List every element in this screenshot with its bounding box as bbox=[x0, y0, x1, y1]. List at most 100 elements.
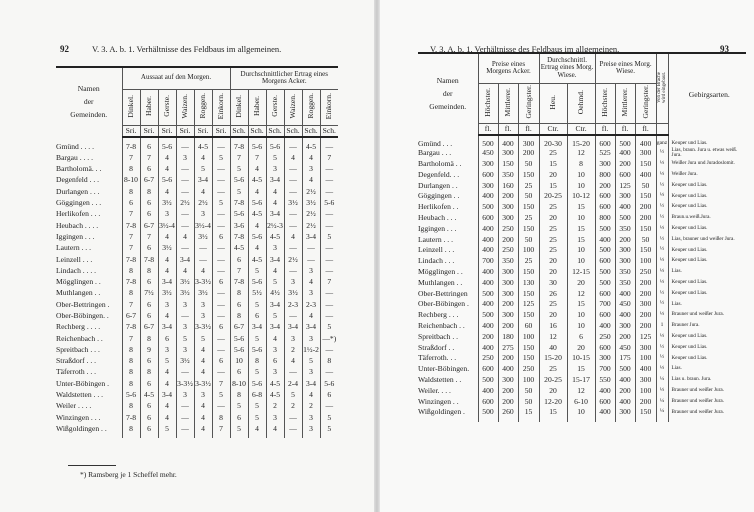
name-header-line: Gemeinden. bbox=[429, 101, 467, 111]
unit-label: Sch. bbox=[265, 125, 285, 138]
table-cell: 3 bbox=[157, 344, 176, 356]
column-header: Haber. bbox=[139, 89, 158, 126]
table-cell: 350 bbox=[614, 266, 636, 278]
table-cell: 20 bbox=[538, 255, 568, 267]
table-cell: 3 bbox=[301, 366, 321, 378]
table-row: Lautern . . . 7 6 3½ — — —4-5 4 3— — — bbox=[56, 242, 339, 254]
table-cell: 4 bbox=[301, 174, 321, 186]
table-row: Täferroth . . . 8 8 4—4—6 5 3—3— bbox=[56, 366, 339, 378]
empty-cell bbox=[594, 417, 616, 422]
field-crop-table: Namen der Gemeinden. Aussaat auf den Morgen… bbox=[56, 66, 339, 439]
unit-label: Sch. bbox=[283, 125, 303, 138]
table-cell: 6 bbox=[211, 355, 231, 367]
table-cell: 500 bbox=[477, 374, 498, 386]
table-cell: 3½ bbox=[175, 355, 194, 367]
table-cell: 50 bbox=[634, 179, 657, 191]
table-cell: 450 bbox=[614, 341, 636, 353]
table-cell: 4 bbox=[157, 185, 176, 198]
table-cell: 5 bbox=[247, 411, 267, 424]
table-cell: 4 bbox=[157, 377, 176, 390]
table-cell: 8 bbox=[229, 287, 249, 299]
table-cell: 600 bbox=[594, 395, 616, 407]
table-cell: 5-6 bbox=[247, 137, 267, 152]
table-cell: 3½ bbox=[157, 287, 176, 299]
table-cell: ½ bbox=[655, 147, 669, 159]
table-cell: 4 bbox=[157, 366, 176, 378]
unit-label: Sri. bbox=[211, 125, 231, 138]
unit-label: Sri. bbox=[193, 125, 212, 138]
table-cell: 10-15 bbox=[566, 352, 596, 364]
table-body: Gmünd . . . . 7-8 6 5-6—4-5—7-8 5-6 5-6—4-5— B… bbox=[56, 137, 339, 439]
municipality-name: Lindach . . . . bbox=[56, 265, 97, 275]
table-cell: ⅓ bbox=[655, 169, 669, 180]
municipality-name: Göggingen . . bbox=[418, 191, 460, 201]
table-cell: 8 bbox=[229, 389, 249, 401]
table-cell: 6 bbox=[139, 411, 158, 424]
table-cell: 7 bbox=[247, 152, 267, 164]
municipality-name: Gmünd . . . bbox=[418, 138, 453, 148]
table-cell: 8 bbox=[229, 310, 249, 322]
table-cell: 4-5 bbox=[265, 231, 285, 243]
table-cell: 5 bbox=[157, 423, 176, 435]
table-cell: 400 bbox=[614, 374, 636, 386]
table-cell: — bbox=[175, 219, 194, 232]
table-cell: — bbox=[211, 400, 231, 412]
table-row: Winzingen . . 600 200 50 12-20 6-10 600 400 200 ¼… bbox=[418, 395, 747, 407]
table-cell: 400 bbox=[614, 309, 636, 321]
table-cell: 5 bbox=[265, 310, 285, 322]
geology-cell: Keuper und Lias. bbox=[667, 287, 747, 299]
table-cell: — bbox=[175, 423, 194, 435]
table-row: Lindach . . . 700 350 25 20 10 600 300 100 ⅓ Keupe… bbox=[418, 255, 747, 267]
table-cell: ½ bbox=[655, 233, 669, 245]
table-cell: 3-4 bbox=[157, 321, 176, 333]
table-cell: 250 bbox=[497, 223, 518, 234]
table-cell: — bbox=[283, 310, 303, 322]
unit-label: fl. bbox=[614, 123, 636, 136]
table-cell: 60 bbox=[517, 320, 540, 332]
table-cell: 3 bbox=[283, 332, 303, 345]
table-cell: 3½-4 bbox=[157, 219, 176, 232]
table-cell: 20-25 bbox=[538, 374, 568, 386]
table-cell: 250 bbox=[477, 352, 498, 364]
table-cell: 15-20 bbox=[566, 135, 596, 148]
municipality-name: Weiler . . . . bbox=[56, 401, 92, 411]
table-cell: 3-4 bbox=[157, 276, 176, 288]
table-row: Straßdorf . . . 8 6 5 3½ 4 6 10 8 6 4 5 8 bbox=[56, 355, 339, 367]
table-cell: 260 bbox=[497, 406, 518, 418]
geology-cell: Keuper und Lias. bbox=[667, 179, 747, 191]
table-cell: — bbox=[283, 366, 303, 378]
municipality-name: Mögglingen . . bbox=[418, 266, 463, 276]
table-cell: 250 bbox=[594, 331, 616, 342]
table-cell: 50 bbox=[517, 190, 540, 202]
table-cell: 600 bbox=[594, 309, 616, 321]
geology-cell: Lias. bbox=[667, 363, 747, 375]
column-header: Geringster. bbox=[517, 83, 540, 124]
table-cell: 200 bbox=[614, 233, 636, 245]
table-cell: 450 bbox=[477, 147, 498, 159]
unit-label: fl. bbox=[594, 123, 616, 136]
table-cell: 10 bbox=[229, 355, 249, 367]
table-row: Wißgoldingen . 500 260 15 15 10 400 300 150 ¼ Brau… bbox=[418, 406, 747, 418]
table-cell: 500 bbox=[614, 212, 636, 224]
table-cell: 5 bbox=[247, 400, 267, 412]
table-cell: 3-4 bbox=[265, 208, 285, 220]
table-row: Lautern . . . 400 200 50 25 15 400 200 50 ½ Lias, … bbox=[418, 233, 747, 245]
table-cell: 6-7 bbox=[139, 219, 158, 232]
table-cell: 500 bbox=[614, 135, 636, 148]
municipality-name: Weiler. . . . bbox=[418, 385, 451, 395]
table-cell: 3½-4 bbox=[193, 219, 212, 232]
table-cell: — bbox=[193, 242, 212, 254]
table-cell: 200 bbox=[594, 179, 616, 191]
table-cell: 8 bbox=[121, 287, 140, 299]
table-cell: 6-7 bbox=[121, 310, 140, 322]
table-cell: 3-3½ bbox=[175, 377, 194, 390]
empty-cell bbox=[477, 417, 498, 422]
table-cell: 800 bbox=[594, 212, 616, 224]
table-cell: 250 bbox=[497, 244, 518, 256]
table-cell: ½ bbox=[655, 244, 669, 256]
table-cell: 4 bbox=[193, 185, 212, 198]
table-cell: 3 bbox=[175, 389, 194, 401]
geology-cell: Keuper und Lias. bbox=[667, 331, 747, 342]
table-cell: 6 bbox=[139, 400, 158, 412]
table-cell: 5-6 bbox=[247, 276, 267, 288]
